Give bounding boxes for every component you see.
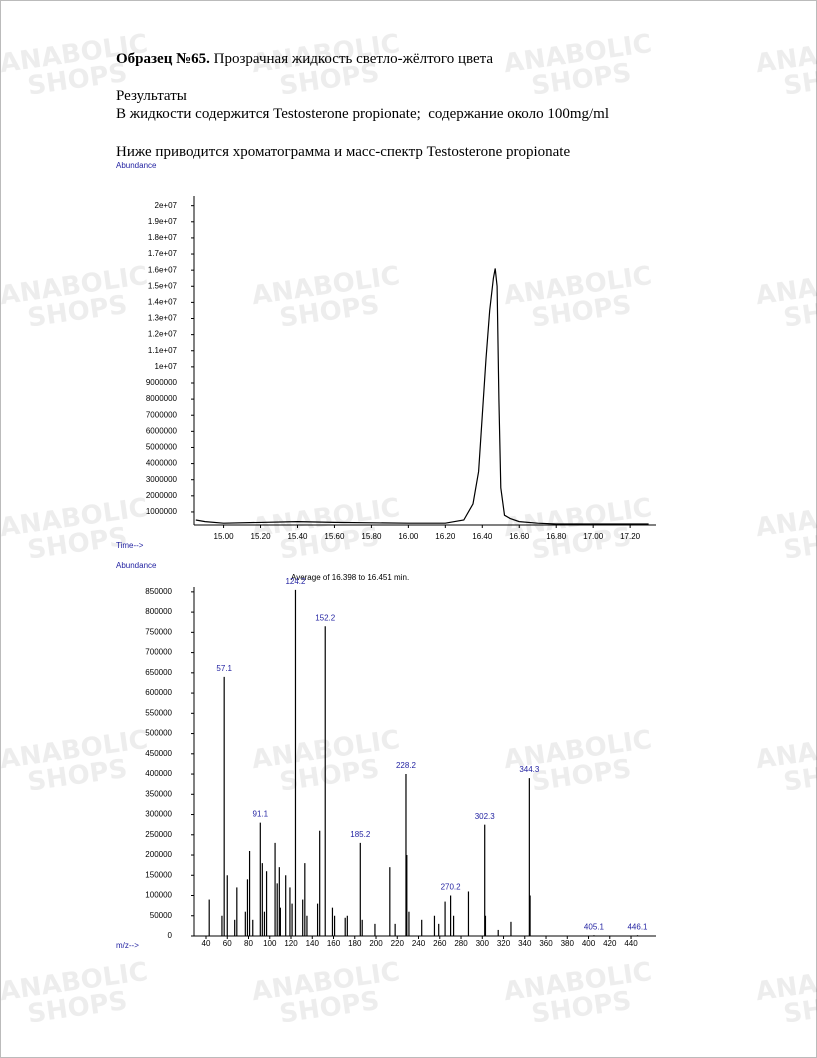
- y-tick-label: 1e+07: [155, 362, 178, 371]
- y-tick-label: 850000: [145, 587, 172, 596]
- sample-title: Образец №65. Прозрачная жидкость светло-…: [116, 51, 493, 68]
- y-tick-label: 1.7e+07: [148, 249, 178, 258]
- y-tick-label: 7000000: [146, 410, 178, 419]
- peak-label: 185.2: [350, 830, 371, 839]
- x-tick-label: 240: [412, 939, 426, 948]
- y-axis-label: Abundance: [116, 161, 157, 170]
- x-axis-label: Time-->: [116, 541, 144, 550]
- y-tick-label: 500000: [145, 729, 172, 738]
- x-tick-label: 17.20: [620, 532, 641, 541]
- y-tick-label: 700000: [145, 648, 172, 657]
- peak-label: 344.3: [519, 765, 540, 774]
- x-tick-label: 320: [497, 939, 511, 948]
- title-rest: Прозрачная жидкость светло-жёлтого цвета: [213, 51, 494, 67]
- peak-label: 152.2: [315, 613, 336, 622]
- peak-label: 446.1: [627, 922, 648, 931]
- peak-label: 57.1: [216, 664, 232, 673]
- y-tick-label: 300000: [145, 810, 172, 819]
- title-bold: Образец №65.: [116, 51, 210, 67]
- x-tick-label: 120: [284, 939, 298, 948]
- y-tick-label: 1.8e+07: [148, 233, 178, 242]
- x-axis-label: m/z-->: [116, 941, 139, 950]
- x-tick-label: 16.00: [398, 532, 419, 541]
- y-tick-label: 8000000: [146, 394, 178, 403]
- peak-label: 124.2: [285, 577, 306, 586]
- y-tick-label: 250000: [145, 830, 172, 839]
- x-tick-label: 360: [539, 939, 553, 948]
- results-text: В жидкости содержится Testosterone propi…: [116, 106, 610, 122]
- y-tick-label: 1.9e+07: [148, 217, 178, 226]
- x-tick-label: 260: [433, 939, 447, 948]
- x-tick-label: 180: [348, 939, 362, 948]
- y-tick-label: 1.4e+07: [148, 297, 178, 306]
- y-tick-label: 2000000: [146, 491, 178, 500]
- y-tick-label: 150000: [145, 870, 172, 879]
- y-tick-label: 5000000: [146, 443, 178, 452]
- y-tick-label: 1.3e+07: [148, 314, 178, 323]
- peak-label: 228.2: [396, 761, 417, 770]
- x-tick-label: 15.20: [251, 532, 272, 541]
- y-tick-label: 50000: [150, 911, 173, 920]
- y-tick-label: 1.1e+07: [148, 346, 178, 355]
- x-tick-label: 420: [603, 939, 617, 948]
- y-tick-label: 200000: [145, 850, 172, 859]
- y-tick-label: 800000: [145, 607, 172, 616]
- x-tick-label: 100: [263, 939, 277, 948]
- x-tick-label: 16.80: [546, 532, 567, 541]
- y-tick-label: 100000: [145, 891, 172, 900]
- y-tick-label: 1.2e+07: [148, 330, 178, 339]
- x-tick-label: 400: [582, 939, 596, 948]
- x-tick-label: 15.40: [287, 532, 308, 541]
- x-tick-label: 15.00: [214, 532, 235, 541]
- y-axis-label: Abundance: [116, 561, 157, 570]
- y-tick-label: 6000000: [146, 426, 178, 435]
- x-tick-label: 17.00: [583, 532, 604, 541]
- x-tick-label: 340: [518, 939, 532, 948]
- chromatogram-line: [195, 268, 649, 525]
- peak-label: 302.3: [475, 812, 496, 821]
- y-tick-label: 450000: [145, 749, 172, 758]
- x-tick-label: 16.60: [509, 532, 530, 541]
- results-heading: Результаты: [116, 88, 187, 104]
- y-tick-label: 350000: [145, 789, 172, 798]
- x-tick-label: 160: [327, 939, 341, 948]
- x-tick-label: 200: [369, 939, 383, 948]
- y-tick-label: 4000000: [146, 459, 178, 468]
- y-tick-label: 0: [168, 931, 173, 940]
- x-tick-label: 220: [391, 939, 405, 948]
- y-tick-label: 650000: [145, 668, 172, 677]
- x-tick-label: 15.80: [361, 532, 382, 541]
- x-tick-label: 60: [223, 939, 232, 948]
- x-tick-label: 280: [454, 939, 468, 948]
- x-tick-label: 16.40: [472, 532, 493, 541]
- y-tick-label: 550000: [145, 708, 172, 717]
- x-tick-label: 300: [476, 939, 490, 948]
- x-tick-label: 140: [306, 939, 320, 948]
- y-tick-label: 1.5e+07: [148, 281, 178, 290]
- y-tick-label: 1.6e+07: [148, 265, 178, 274]
- peak-label: 270.2: [441, 883, 462, 892]
- annotation: Average of 16.398 to 16.451 min.: [291, 573, 409, 582]
- y-tick-label: 9000000: [146, 378, 178, 387]
- x-tick-label: 15.60: [324, 532, 345, 541]
- x-tick-label: 380: [561, 939, 575, 948]
- x-tick-label: 80: [244, 939, 253, 948]
- y-tick-label: 400000: [145, 769, 172, 778]
- y-tick-label: 750000: [145, 627, 172, 636]
- x-tick-label: 16.20: [435, 532, 456, 541]
- peak-label: 405.1: [584, 922, 605, 931]
- y-tick-label: 600000: [145, 688, 172, 697]
- x-tick-label: 40: [202, 939, 211, 948]
- x-tick-label: 440: [624, 939, 638, 948]
- y-tick-label: 1000000: [146, 507, 178, 516]
- y-tick-label: 2e+07: [155, 201, 178, 210]
- y-tick-label: 3000000: [146, 475, 178, 484]
- intro-text: Ниже приводится хроматограмма и масс-спе…: [116, 144, 571, 160]
- peak-label: 91.1: [253, 810, 269, 819]
